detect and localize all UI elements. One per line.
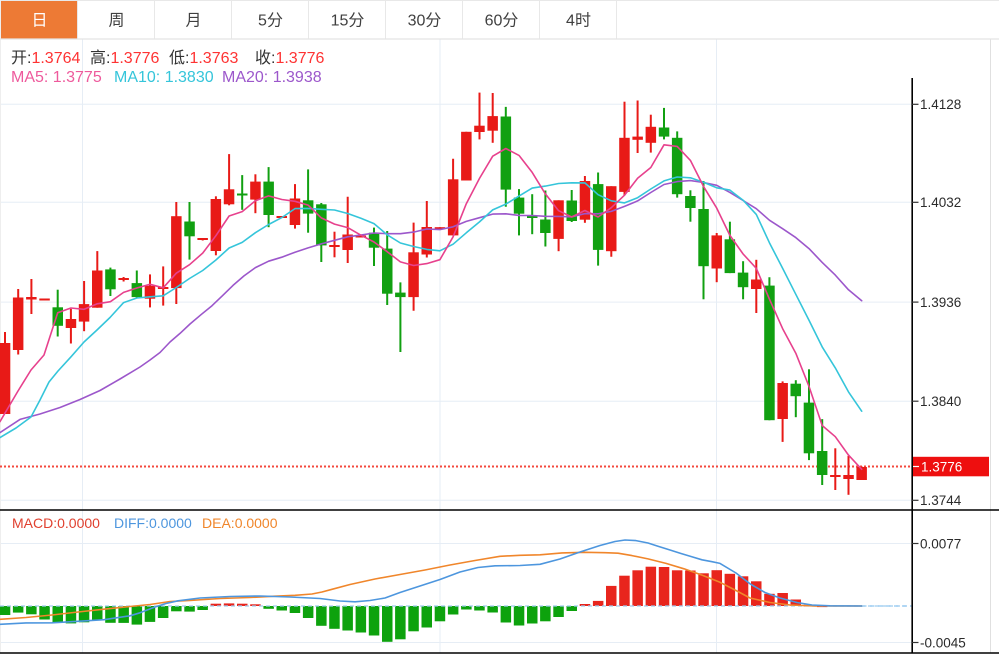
svg-text:60分: 60分 bbox=[485, 12, 519, 30]
svg-text:4时: 4时 bbox=[566, 12, 591, 30]
svg-text:1.4032: 1.4032 bbox=[920, 195, 961, 210]
svg-text:DIFF:0.0000: DIFF:0.0000 bbox=[114, 515, 192, 531]
svg-text:5分: 5分 bbox=[258, 12, 283, 30]
svg-text:1.4128: 1.4128 bbox=[920, 97, 961, 112]
svg-text:1.3840: 1.3840 bbox=[920, 394, 961, 409]
svg-text:1.3744: 1.3744 bbox=[920, 493, 962, 508]
svg-text:DEA:0.0000: DEA:0.0000 bbox=[202, 515, 278, 531]
svg-text:月: 月 bbox=[185, 13, 201, 30]
svg-text:周: 周 bbox=[108, 13, 124, 30]
svg-text:MACD:0.0000: MACD:0.0000 bbox=[12, 515, 100, 531]
svg-text:15分: 15分 bbox=[331, 12, 365, 30]
svg-text:-0.0045: -0.0045 bbox=[920, 635, 966, 650]
svg-text:日: 日 bbox=[31, 13, 47, 30]
svg-text:1.3936: 1.3936 bbox=[920, 295, 961, 310]
svg-text:0.0077: 0.0077 bbox=[920, 536, 961, 551]
svg-text:30分: 30分 bbox=[408, 12, 442, 30]
svg-text:1.3776: 1.3776 bbox=[921, 460, 962, 475]
